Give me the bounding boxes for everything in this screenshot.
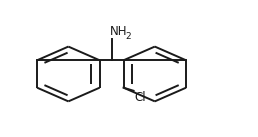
Text: NH: NH	[110, 25, 128, 38]
Text: 2: 2	[125, 32, 131, 41]
Text: Cl: Cl	[135, 92, 147, 104]
